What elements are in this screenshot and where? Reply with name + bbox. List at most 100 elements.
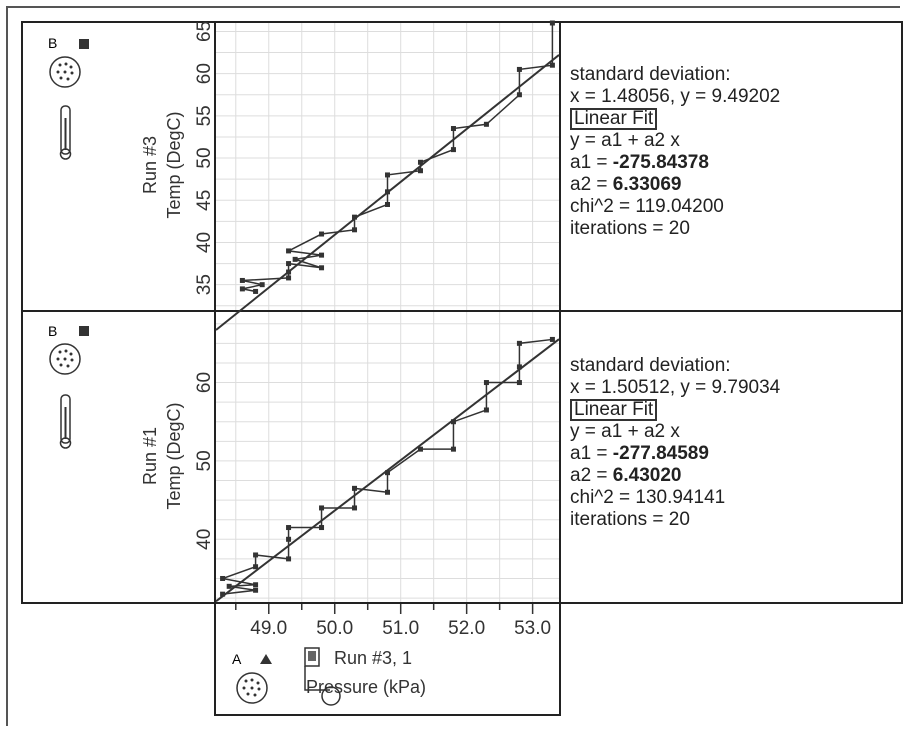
sensor-letter: B	[48, 323, 57, 339]
y-tick-label: 35	[194, 274, 215, 295]
y-tick-label: 65	[194, 21, 215, 42]
top-data-point-24	[549, 62, 555, 68]
a1-label: a1 =	[570, 152, 613, 173]
chi-squared: chi^2 = 130.94141	[570, 487, 726, 508]
a2-row: a2 = 6.43020	[570, 465, 780, 487]
sensor-square-icon	[79, 39, 89, 49]
thermometer-icon	[60, 394, 71, 444]
bottom-data-point-1	[253, 587, 259, 593]
a2-label: a2 =	[570, 174, 613, 195]
bottom-data-point-8	[286, 536, 292, 542]
bottom-data-point-23	[516, 340, 522, 346]
sensor-square-icon	[79, 326, 89, 336]
fit-equation: y = a1 + a2 x	[570, 130, 680, 151]
bottom-data-point-16	[417, 446, 423, 452]
top-y-tick-labels: 35 40 45 50 55 60 65	[194, 21, 215, 295]
y-tick-label: 50	[194, 450, 215, 471]
thermometer-icon	[60, 105, 71, 155]
bottom-data-point-21	[516, 380, 522, 386]
graph-window-frame	[6, 6, 900, 726]
bottom-y-axis-label: Temp (DegC)	[164, 402, 184, 509]
sensor-connector-icon	[49, 343, 81, 375]
bottom-data-point-13	[352, 485, 358, 491]
top-data-point-5	[286, 269, 292, 275]
temperature-probe-sensor-icon: B	[48, 323, 89, 449]
sd-values: x = 1.48056, y = 9.49202	[570, 86, 781, 107]
bottom-data-point-19	[483, 407, 489, 413]
y-tick-label: 60	[194, 63, 215, 84]
bottom-data-point-20	[483, 380, 489, 386]
top-data-point-14	[385, 201, 390, 207]
sensor-connector-icon	[49, 56, 81, 88]
x-tick-label: 53.0	[514, 618, 551, 639]
linear-fit-title[interactable]: Linear Fit	[570, 399, 658, 421]
temperature-probe-sensor-icon: B	[48, 35, 89, 160]
top-data-point-12	[352, 227, 358, 233]
bottom-data-point-0	[220, 591, 226, 597]
a2-value: 6.33069	[612, 174, 682, 195]
bottom-data-point-9	[286, 525, 292, 531]
bottom-plot-grid	[216, 312, 559, 602]
fit-equation: y = a1 + a2 x	[570, 421, 680, 442]
bottom-data-point-18	[450, 419, 456, 425]
a1-value: -275.84378	[612, 152, 709, 173]
a1-label: a1 =	[570, 443, 613, 464]
bottom-data-point-11	[319, 505, 325, 511]
y-tick-label: 50	[194, 147, 215, 168]
a2-row: a2 = 6.33069	[570, 174, 780, 196]
top-data-point-19	[450, 147, 456, 153]
bottom-data-series-line	[219, 338, 553, 595]
bottom-data-point-17	[450, 446, 456, 452]
bottom-data-point-14	[385, 489, 390, 495]
bottom-fit-statistics: standard deviation: x = 1.50512, y = 9.7…	[570, 355, 780, 531]
top-data-point-9	[319, 252, 325, 258]
top-data-point-25	[549, 20, 555, 26]
x-tick-label: 52.0	[448, 618, 485, 639]
x-tick-label: 49.0	[250, 618, 287, 639]
pressure-gauge-icon	[304, 647, 320, 667]
bottom-data-point-22	[516, 364, 522, 370]
linear-fit-title[interactable]: Linear Fit	[570, 108, 658, 130]
top-y-axis-run-label: Run #3	[140, 136, 160, 194]
iterations: iterations = 20	[570, 509, 690, 530]
x-axis-panel-border	[214, 602, 561, 716]
x-axis-run-label: Run #3, 1	[334, 648, 412, 668]
bottom-data-point-7	[286, 556, 292, 562]
a2-label: a2 =	[570, 465, 613, 486]
x-axis-label: Pressure (kPa)	[306, 677, 426, 697]
y-tick-label: 60	[194, 372, 215, 393]
bottom-data-point-12	[352, 505, 358, 511]
bottom-data-point-2	[226, 583, 232, 589]
y-tick-label: 45	[194, 190, 215, 211]
chi-squared: chi^2 = 119.04200	[570, 196, 724, 217]
sensor-letter: A	[232, 651, 242, 667]
top-data-points	[239, 20, 555, 294]
a1-row: a1 = -277.84589	[570, 443, 780, 465]
bottom-y-axis-run-label: Run #1	[140, 427, 160, 485]
top-data-point-7	[319, 265, 325, 271]
sensor-triangle-icon	[260, 654, 272, 664]
bottom-data-point-6	[253, 552, 259, 558]
top-data-point-8	[292, 256, 298, 262]
a1-row: a1 = -275.84378	[570, 152, 780, 174]
top-data-point-20	[450, 126, 456, 132]
a1-value: -277.84589	[612, 443, 709, 464]
y-tick-label: 55	[194, 105, 215, 126]
top-data-point-4	[286, 275, 292, 281]
bottom-data-points	[220, 336, 555, 597]
top-y-axis-label: Temp (DegC)	[164, 111, 184, 218]
top-data-point-17	[417, 168, 423, 174]
top-data-point-16	[385, 172, 390, 178]
top-data-point-22	[516, 92, 522, 98]
sensor-connector-icon	[236, 672, 268, 704]
top-plot-grid	[216, 23, 559, 310]
top-data-point-2	[259, 282, 265, 288]
top-data-point-6	[286, 261, 292, 267]
sensor-letter: B	[48, 35, 57, 51]
a2-value: 6.43020	[612, 465, 682, 486]
bottom-data-point-24	[549, 336, 555, 342]
top-fit-statistics: standard deviation: x = 1.48056, y = 9.4…	[570, 64, 780, 240]
top-data-point-1	[239, 286, 245, 292]
iterations: iterations = 20	[570, 218, 690, 239]
